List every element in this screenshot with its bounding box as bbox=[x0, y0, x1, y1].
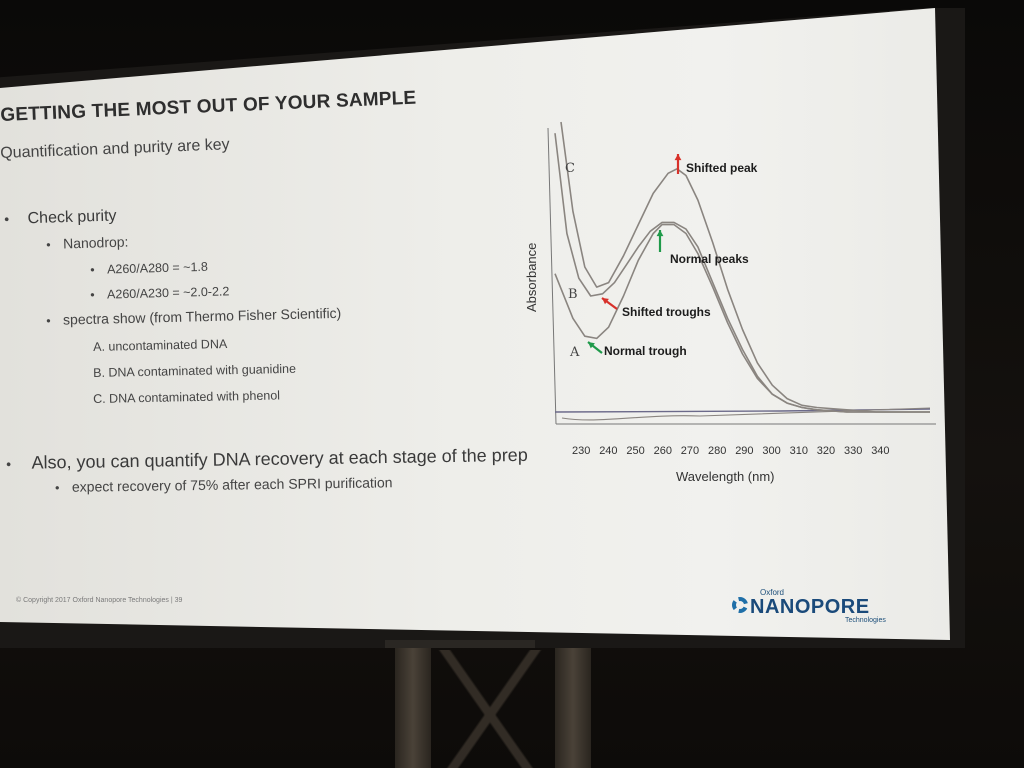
x-tick-label: 320 bbox=[817, 445, 835, 457]
annotation-label: Normal peaks bbox=[670, 252, 749, 266]
stand-post-left bbox=[395, 640, 431, 768]
annotation-arrow-icon bbox=[588, 342, 595, 349]
x-tick-label: 270 bbox=[681, 445, 699, 457]
annotation-label: Shifted peak bbox=[686, 161, 758, 175]
annotation-arrow-icon bbox=[602, 298, 609, 305]
y-axis-label: Absorbance bbox=[524, 243, 539, 312]
series-b-line bbox=[554, 133, 930, 413]
x-tick-label: 280 bbox=[708, 445, 726, 457]
y-axis-line bbox=[547, 127, 557, 425]
monitor-stand-neck bbox=[385, 640, 535, 648]
series-c-line bbox=[560, 121, 930, 413]
annotation-arrow-icon bbox=[674, 154, 682, 161]
curve-label-c: C bbox=[565, 161, 575, 176]
curve-label-a: A bbox=[569, 345, 580, 360]
annotation-label: Normal trough bbox=[604, 344, 687, 358]
annotation-label: Shifted troughs bbox=[622, 305, 711, 319]
x-tick-label: 290 bbox=[735, 445, 753, 457]
x-tick-label: 230 bbox=[572, 445, 590, 457]
logo-nanopore: NANOPORE bbox=[750, 596, 870, 618]
slide-footer: © Copyright 2017 Oxford Nanopore Technol… bbox=[16, 597, 183, 604]
x-tick-label: 300 bbox=[762, 445, 780, 457]
stand-post-right bbox=[555, 640, 591, 768]
annotation-arrow-icon bbox=[656, 230, 664, 237]
x-tick-label: 260 bbox=[654, 445, 672, 457]
oxford-nanopore-logo: Oxford NANOPORE Technologies bbox=[732, 588, 902, 628]
x-tick-label: 340 bbox=[871, 445, 889, 457]
logo-oxford: Oxford bbox=[760, 588, 785, 597]
x-tick-label: 330 bbox=[844, 445, 862, 457]
logo-ring-icon bbox=[732, 597, 748, 613]
x-axis-label: Wavelength (nm) bbox=[676, 469, 775, 484]
x-tick-label: 240 bbox=[599, 445, 617, 457]
baseline-trace-2 bbox=[561, 407, 931, 421]
curve-label-b: B bbox=[568, 287, 578, 302]
logo-technologies: Technologies bbox=[845, 617, 886, 624]
chart-text: 230 240 250 260 270 280 290 300 310 320 330 340 Wave… bbox=[524, 161, 890, 484]
x-tick-label: 250 bbox=[626, 445, 644, 457]
x-tick-label: 310 bbox=[790, 445, 808, 457]
chart-axes bbox=[547, 127, 936, 425]
chart-curves bbox=[554, 121, 931, 421]
